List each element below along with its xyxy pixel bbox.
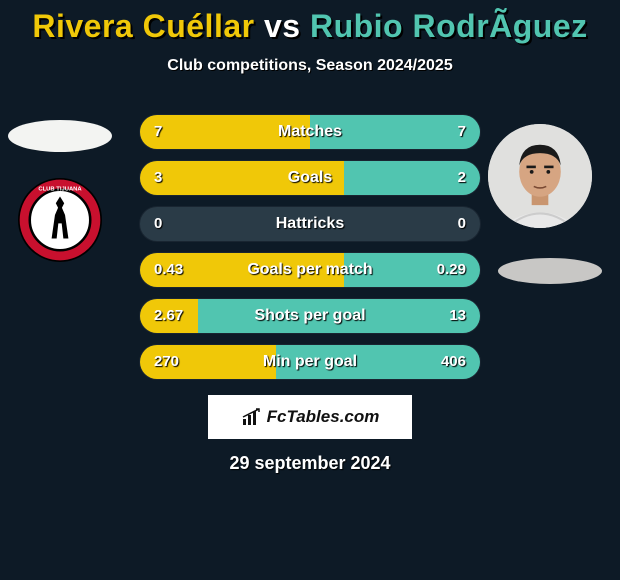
stat-label: Goals (140, 161, 480, 195)
stat-row: Matches7 7 (140, 115, 480, 149)
stat-row: Hattricks0 0 (140, 207, 480, 241)
player2-avatar (488, 124, 592, 228)
stat-value-p1: 7 (154, 115, 162, 149)
player1-avatar-placeholder (8, 120, 112, 152)
stat-value-p2: 7 (458, 115, 466, 149)
stat-row: Goals3 2 (140, 161, 480, 195)
brand-badge: FcTables.com (208, 395, 412, 439)
stat-label: Shots per goal (140, 299, 480, 333)
player1-name: Rivera Cuéllar (32, 8, 254, 44)
stat-label: Hattricks (140, 207, 480, 241)
stats-container: Matches7 7 Goals3 2 Hattricks0 0 Goals per mat… (140, 115, 480, 379)
stat-value-p2: 2 (458, 161, 466, 195)
stat-value-p2: 0.29 (437, 253, 466, 287)
stat-value-p1: 0.43 (154, 253, 183, 287)
stat-row: Shots per goal2.67 13 (140, 299, 480, 333)
footer-date: 29 september 2024 (0, 453, 620, 474)
stat-row: Goals per match0.43 0.29 (140, 253, 480, 287)
svg-text:CLUB TIJUANA: CLUB TIJUANA (38, 187, 82, 193)
stat-label: Matches (140, 115, 480, 149)
stat-value-p1: 2.67 (154, 299, 183, 333)
stat-value-p1: 3 (154, 161, 162, 195)
stat-value-p2: 13 (449, 299, 466, 333)
stat-label: Min per goal (140, 345, 480, 379)
chart-icon (241, 407, 261, 427)
player2-name: Rubio RodrÃ­guez (310, 8, 588, 44)
player2-club-placeholder (498, 258, 602, 284)
stat-value-p2: 0 (458, 207, 466, 241)
stat-value-p1: 270 (154, 345, 179, 379)
player1-club-badge: CLUB TIJUANA (18, 178, 102, 262)
subtitle: Club competitions, Season 2024/2025 (0, 57, 620, 75)
brand-text: FcTables.com (267, 407, 380, 427)
stat-value-p2: 406 (441, 345, 466, 379)
stat-value-p1: 0 (154, 207, 162, 241)
stat-label: Goals per match (140, 253, 480, 287)
vs-text: vs (264, 8, 301, 44)
stat-row: Min per goal270 406 (140, 345, 480, 379)
page-title: Rivera Cuéllar vs Rubio RodrÃ­guez (0, 0, 620, 45)
